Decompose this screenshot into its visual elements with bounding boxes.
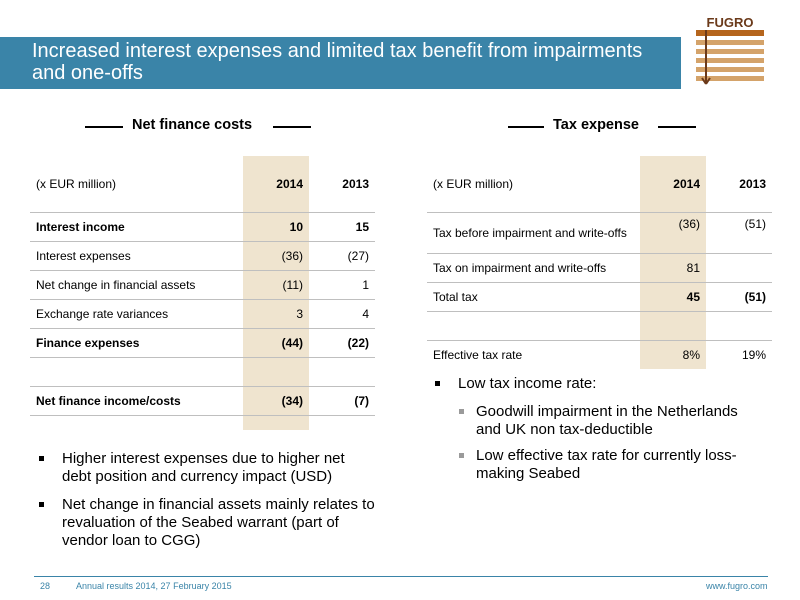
footer-url[interactable]: www.fugro.com [706, 581, 768, 591]
row-label: Net change in financial assets [30, 270, 243, 300]
net-finance-heading-text: Net finance costs [132, 117, 253, 133]
row-label [427, 311, 640, 341]
table-row: Total tax 45 (51) [427, 282, 772, 312]
table-row: Exchange rate variances 3 4 [30, 299, 375, 329]
header-2014: 2014 [640, 156, 706, 213]
heading-rule [658, 126, 696, 128]
row-2014: (44) [243, 328, 309, 358]
bullet-square-icon [39, 456, 44, 461]
row-2014 [243, 357, 309, 387]
header-2013: 2013 [309, 156, 375, 213]
heading-rule [85, 126, 123, 128]
table-row: Tax on impairment and write-offs 81 [427, 253, 772, 283]
table-header: (x EUR million) 2014 2013 [427, 156, 772, 213]
row-2014: 8% [640, 340, 706, 369]
left-bullet-list: Higher interest expenses due to higher n… [36, 450, 376, 560]
row-2014: (11) [243, 270, 309, 300]
row-label: Finance expenses [30, 328, 243, 358]
row-2013: (51) [706, 212, 772, 254]
row-label: Effective tax rate [433, 348, 523, 362]
row-2013: (7) [309, 386, 375, 416]
logo-text: FUGRO [707, 15, 754, 30]
bullet-text: Low tax income rate: [458, 375, 597, 392]
table-header: (x EUR million) 2014 2013 [30, 156, 375, 213]
row-2014 [640, 311, 706, 341]
row-2014: 10 [243, 212, 309, 242]
row-2013 [706, 253, 772, 283]
row-2013: 19% [741, 348, 766, 362]
bullet-item: Higher interest expenses due to higher n… [36, 450, 376, 486]
row-2013 [309, 357, 375, 387]
sub-bullet-text: Goodwill impairment in the Netherlands a… [476, 403, 738, 438]
tail-cell [309, 416, 375, 431]
page-number: 28 [40, 581, 51, 591]
header-2014: 2014 [243, 156, 309, 213]
right-bullet-list: Low tax income rate: Goodwill impairment… [432, 375, 762, 493]
row-2013: 4 [309, 299, 375, 329]
row-label: Interest expenses [30, 241, 243, 271]
heading-rule [273, 126, 311, 128]
bullet-square-icon [39, 502, 44, 507]
fugro-logo: FUGRO [690, 10, 770, 88]
tail-cell [30, 416, 243, 431]
row-2014: (36) [640, 212, 706, 254]
row-2014: 3 [243, 299, 309, 329]
tax-expense-table: (x EUR million) 2014 2013 Tax before imp… [427, 156, 772, 369]
row-2013: (51) [706, 282, 772, 312]
table-row: Net change in financial assets (11) 1 [30, 270, 375, 300]
header-label: (x EUR million) [30, 156, 243, 213]
row-label: Tax before impairment and write-offs [427, 212, 640, 254]
row-2014: (34) [243, 386, 309, 416]
sub-bullet-square-icon [459, 409, 464, 414]
header-2013: 2013 [706, 156, 772, 213]
header-label: (x EUR million) [427, 156, 640, 213]
footer-rule [34, 576, 768, 577]
sub-bullet-list: Goodwill impairment in the Netherlands a… [458, 403, 762, 483]
row-2013: (22) [309, 328, 375, 358]
row-2013: (27) [309, 241, 375, 271]
table-row-blank [30, 357, 375, 387]
sub-bullet-item: Goodwill impairment in the Netherlands a… [458, 403, 762, 439]
row-2013: 1 [309, 270, 375, 300]
row-label: Total tax [427, 282, 640, 312]
tax-expense-heading-text: Tax expense [553, 117, 639, 133]
sub-bullet-text: Low effective tax rate for currently los… [476, 447, 737, 482]
table-row-blank [427, 311, 772, 341]
row-2014: (36) [243, 241, 309, 271]
row-label: Interest income [30, 212, 243, 242]
title-band [0, 37, 681, 89]
table-row: Interest expenses (36) (27) [30, 241, 375, 271]
table-row: Finance expenses (44) (22) [30, 328, 375, 358]
slide-title: Increased interest expenses and limited … [32, 40, 643, 84]
sub-bullet-item: Low effective tax rate for currently los… [458, 447, 762, 483]
footer-event: Annual results 2014, 27 February 2015 [76, 581, 232, 591]
sub-bullet-square-icon [459, 453, 464, 458]
tail-cell [243, 415, 309, 430]
row-2013 [706, 311, 772, 341]
bullet-item: Low tax income rate: Goodwill impairment… [432, 375, 762, 483]
row-2013: 15 [309, 212, 375, 242]
row-label [30, 357, 243, 387]
row-label: Exchange rate variances [30, 299, 243, 329]
table-row: Tax before impairment and write-offs (36… [427, 212, 772, 254]
bullet-text: Net change in financial assets mainly re… [62, 496, 375, 549]
heading-rule [508, 126, 544, 128]
table-row: Net finance income/costs (34) (7) [30, 386, 375, 416]
bullet-item: Net change in financial assets mainly re… [36, 496, 376, 550]
table-tail [30, 415, 375, 431]
table-row: Effective tax rate 8% 19% [427, 340, 772, 369]
row-2014: 81 [640, 253, 706, 283]
row-label: Net finance income/costs [30, 386, 243, 416]
net-finance-table: (x EUR million) 2014 2013 Interest incom… [30, 156, 375, 430]
row-label: Tax on impairment and write-offs [427, 253, 640, 283]
table-row: Interest income 10 15 [30, 212, 375, 242]
bullet-text: Higher interest expenses due to higher n… [62, 450, 345, 485]
row-2014: 45 [640, 282, 706, 312]
bullet-square-icon [435, 381, 440, 386]
